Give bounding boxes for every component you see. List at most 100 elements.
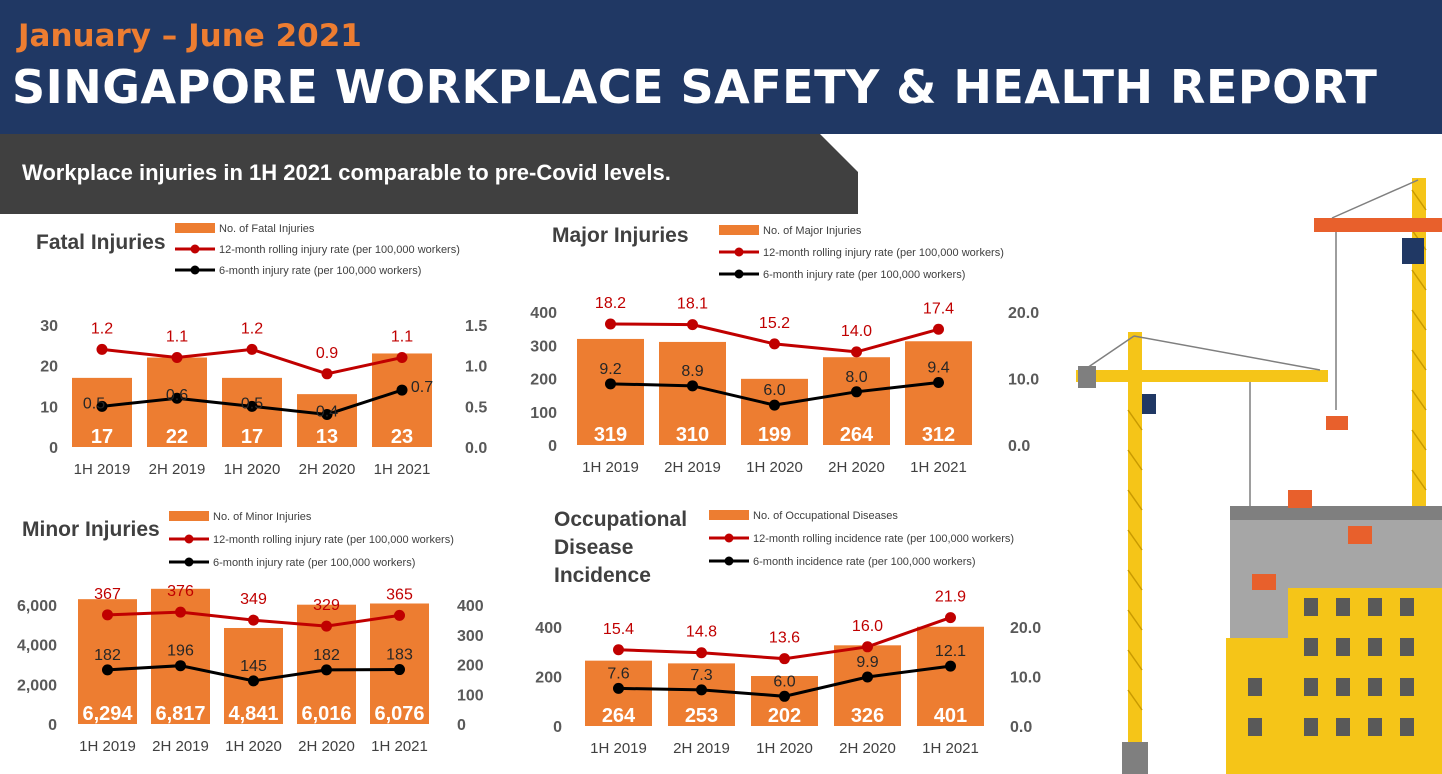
y-left-tick-label: 100 [530, 405, 557, 422]
data-label-rolling: 14.0 [841, 323, 872, 340]
legend-swatch-bars [169, 511, 209, 521]
data-label-rolling: 15.2 [759, 315, 790, 332]
bar-value-label: 4,841 [228, 703, 278, 725]
data-label-rolling: 1.1 [391, 329, 413, 346]
data-label-rolling: 13.6 [769, 630, 800, 647]
x-tick-label: 1H 2021 [374, 461, 431, 478]
y-left-tick-label: 6,000 [17, 598, 57, 615]
data-point [862, 671, 873, 683]
bar [823, 357, 890, 445]
y-right-tick-label: 200 [457, 658, 484, 675]
x-tick-label: 1H 2020 [224, 461, 281, 478]
data-label-rolling: 376 [167, 583, 194, 600]
data-point [779, 653, 790, 665]
data-point [394, 664, 405, 676]
y-right-tick-label: 0.0 [1008, 438, 1030, 455]
data-label-6month: 6.0 [773, 673, 795, 690]
fatal-injuries-chart: No. of Fatal Injuries 12-month rolling in… [40, 223, 487, 478]
data-label-rolling: 21.9 [935, 589, 966, 606]
legend-label-line: 12-month rolling injury rate (per 100,00… [219, 244, 460, 256]
data-label-rolling: 1.2 [241, 320, 263, 337]
bar-value-label: 312 [922, 424, 955, 446]
data-point [933, 323, 944, 335]
y-left-tick-label: 2,000 [17, 677, 57, 694]
data-label-6month: 0.5 [83, 395, 105, 412]
y-left-tick-label: 0 [548, 438, 557, 455]
bar [659, 341, 726, 445]
x-tick-label: 2H 2020 [828, 459, 885, 476]
bar-value-label: 253 [685, 705, 718, 727]
data-label-rolling: 329 [313, 597, 340, 614]
data-label-6month: 8.0 [845, 369, 867, 386]
data-point [605, 318, 616, 330]
data-label-rolling: 15.4 [603, 621, 634, 638]
y-left-tick-label: 4,000 [17, 638, 57, 655]
bar-value-label: 17 [241, 426, 263, 448]
bar [222, 377, 282, 447]
major-injuries-chart: No. of Major Injuries 12-month rolling in… [530, 225, 1039, 476]
bar [834, 645, 901, 726]
data-point [396, 352, 408, 364]
data-point [687, 380, 698, 392]
bar [297, 394, 357, 447]
bar-value-label: 264 [840, 424, 874, 446]
data-point [613, 682, 624, 694]
data-point [945, 660, 956, 672]
data-label-6month: 12.1 [935, 643, 966, 660]
report-period: January – June 2021 [18, 18, 362, 54]
legend-label-line: 6-month injury rate (per 100,000 workers… [219, 265, 421, 277]
y-left-tick-label: 0 [48, 717, 57, 734]
data-label-rolling: 0.9 [316, 345, 338, 362]
data-label-rolling: 18.1 [677, 296, 708, 313]
data-label-rolling: 16.0 [852, 618, 883, 635]
chart-title-fatal: Fatal Injuries [36, 231, 166, 254]
legend-marker [190, 265, 200, 275]
legend-swatch-bars [709, 510, 749, 520]
y-right-tick-label: 1.5 [465, 318, 487, 335]
data-point [613, 644, 624, 656]
legend-swatch-bars [175, 223, 215, 233]
report-title: SINGAPORE WORKPLACE SAFETY & HEALTH REPO… [12, 60, 1378, 114]
chart-title-minor: Minor Injuries [22, 518, 160, 541]
y-left-tick-label: 20 [40, 359, 58, 376]
x-tick-label: 1H 2020 [746, 459, 803, 476]
y-left-tick-label: 0 [553, 719, 562, 736]
x-tick-label: 1H 2021 [922, 740, 979, 757]
data-label-6month: 9.2 [599, 361, 621, 378]
bar-value-label: 326 [851, 705, 884, 727]
headline-banner: Workplace injuries in 1H 2021 comparable… [0, 134, 860, 214]
legend-marker [190, 244, 200, 254]
bar [905, 341, 972, 445]
data-label-rolling: 17.4 [923, 300, 954, 317]
data-point [102, 609, 113, 621]
data-label-6month: 0.5 [241, 395, 263, 412]
data-point [394, 609, 405, 621]
data-label-rolling: 367 [94, 586, 121, 603]
data-point [102, 664, 113, 676]
y-left-tick-label: 300 [530, 338, 557, 355]
legend-label-bars: No. of Minor Injuries [213, 511, 312, 523]
y-left-tick-label: 10 [40, 399, 58, 416]
bar [577, 338, 644, 445]
construction-crane-building-icon [1076, 178, 1442, 774]
legend-label-bars: No. of Fatal Injuries [219, 223, 315, 235]
x-tick-label: 1H 2019 [590, 740, 647, 757]
data-point [248, 675, 259, 687]
bar-value-label: 6,817 [155, 703, 205, 725]
x-tick-label: 2H 2019 [149, 461, 206, 478]
x-tick-label: 2H 2020 [299, 461, 356, 478]
legend-marker [734, 269, 744, 279]
legend-marker [724, 556, 734, 566]
bar [370, 603, 429, 724]
chart-title-occupational: Occupational Disease Incidence [554, 508, 688, 587]
y-right-tick-label: 0.5 [465, 399, 487, 416]
x-tick-label: 1H 2021 [910, 459, 967, 476]
data-point [687, 319, 698, 331]
data-point [321, 664, 332, 676]
data-point [321, 368, 333, 380]
y-right-tick-label: 20.0 [1008, 305, 1039, 322]
banner-shape [0, 134, 858, 214]
x-tick-label: 1H 2020 [756, 740, 813, 757]
y-right-tick-label: 10.0 [1008, 372, 1039, 389]
x-tick-label: 1H 2021 [371, 738, 428, 755]
